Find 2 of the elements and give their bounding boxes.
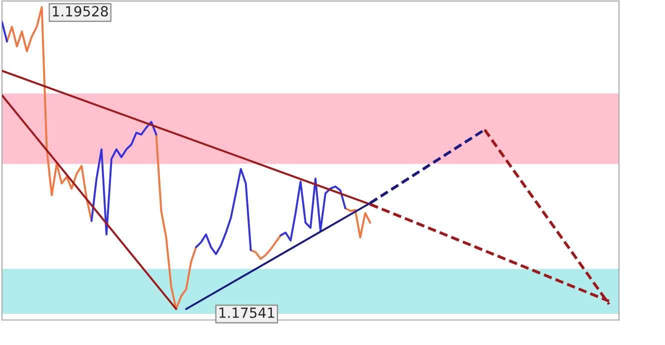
annotation: 1.17541 [219, 308, 274, 318]
annotation: 1.19528 [52, 6, 108, 17]
